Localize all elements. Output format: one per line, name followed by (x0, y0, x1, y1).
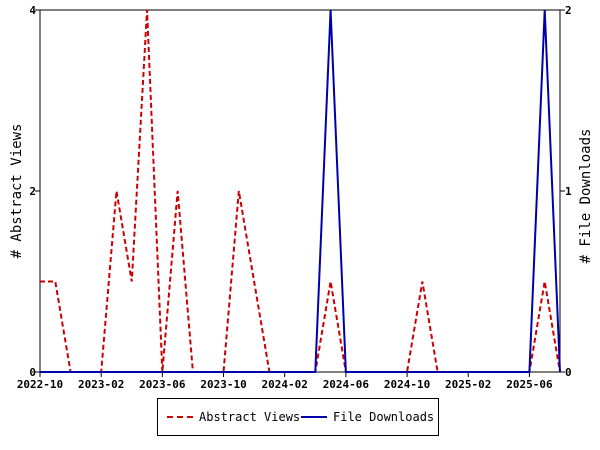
x-tick-label: 2025-06 (506, 378, 553, 391)
plot-area (39, 9, 561, 373)
series-line-abstract-views (40, 9, 561, 373)
y-left-tick-label: 0 (29, 366, 36, 379)
y-axis-left: 0 2 4 (29, 4, 40, 379)
legend-item-abstract-views: Abstract Views (167, 410, 300, 424)
legend-item-file-downloads: File Downloads (301, 410, 434, 424)
plot-frame (39, 9, 561, 373)
x-tick-label: 2024-06 (323, 378, 370, 391)
y-right-tick-label: 2 (565, 4, 572, 17)
y-right-tick-label: 0 (565, 366, 572, 379)
y-axis-right: 0 1 2 (560, 4, 572, 379)
legend: Abstract Views File Downloads (157, 398, 439, 436)
legend-swatch-abstract-views (167, 416, 193, 418)
y-left-tick-label: 4 (29, 4, 36, 17)
x-tick-label: 2024-02 (262, 378, 308, 391)
x-tick-label: 2023-10 (200, 378, 246, 391)
legend-label-abstract-views: Abstract Views (199, 410, 301, 424)
x-tick-label: 2022-10 (17, 378, 63, 391)
x-tick-label: 2024-10 (384, 378, 430, 391)
legend-label-file-downloads: File Downloads (333, 410, 435, 424)
x-tick-label: 2025-02 (445, 378, 491, 391)
x-axis: 2022-10 2023-02 2023-06 2023-10 2024-02 2024-… (17, 372, 553, 391)
y-left-tick-label: 2 (29, 185, 36, 198)
y-axis-left-title: # Abstract Views (9, 124, 25, 259)
y-right-tick-label: 1 (565, 185, 572, 198)
series-layer (40, 9, 561, 373)
x-tick-label: 2023-02 (78, 378, 124, 391)
x-tick-label: 2023-06 (139, 378, 186, 391)
y-axis-right-title: # File Downloads (578, 129, 594, 264)
legend-swatch-file-downloads (301, 416, 327, 418)
series-line-file-downloads (40, 9, 561, 373)
